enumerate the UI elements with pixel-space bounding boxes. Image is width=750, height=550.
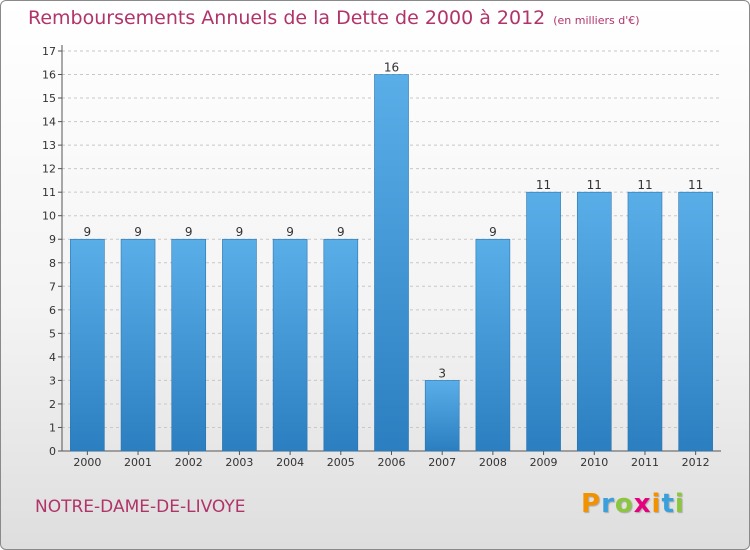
y-tick-label: 6	[49, 304, 56, 317]
logo-letter: r	[601, 489, 615, 519]
x-tick-label: 2010	[580, 456, 608, 469]
x-tick-label: 2003	[225, 456, 253, 469]
bar	[576, 191, 612, 452]
bar-value-label: 11	[587, 178, 602, 192]
unit-note: (en milliers d'€)	[553, 14, 640, 27]
bar-value-label: 9	[236, 225, 244, 239]
bar	[424, 380, 460, 452]
y-tick-label: 9	[49, 233, 56, 246]
x-tick-label: 2002	[175, 456, 203, 469]
bar	[70, 238, 105, 452]
y-tick-label: 12	[42, 163, 56, 176]
bar	[171, 238, 207, 452]
x-tick-label: 2012	[682, 456, 710, 469]
bar-value-label: 11	[637, 178, 652, 192]
proxiti-logo: Proxiti	[581, 489, 685, 519]
bar-value-label: 16	[384, 61, 399, 75]
logo-letter: i	[651, 489, 662, 519]
y-tick-label: 10	[42, 210, 56, 223]
commune-name: NOTRE-DAME-DE-LIVOYE	[35, 497, 246, 517]
x-tick-label: 2007	[428, 456, 456, 469]
y-tick-label: 15	[42, 92, 56, 105]
bar-value-label: 11	[536, 178, 551, 192]
y-tick-label: 7	[49, 280, 56, 293]
bar-value-label: 9	[286, 225, 294, 239]
x-tick-label: 2011	[631, 456, 659, 469]
y-tick-label: 1	[49, 421, 56, 434]
chart-title: Remboursements Annuels de la Dette de 20…	[28, 7, 640, 29]
x-tick-label: 2006	[378, 456, 406, 469]
y-tick-label: 13	[42, 139, 56, 152]
y-tick-label: 16	[42, 69, 56, 82]
y-tick-label: 2	[49, 398, 56, 411]
y-tick-label: 5	[49, 327, 56, 340]
x-tick-label: 2005	[327, 456, 355, 469]
bar	[627, 191, 663, 452]
bars	[70, 74, 713, 452]
bar	[272, 238, 308, 452]
bar	[475, 238, 511, 452]
bar-value-label: 9	[337, 225, 345, 239]
bar-value-label: 9	[134, 225, 142, 239]
logo-letter: t	[661, 489, 675, 519]
bar	[222, 238, 257, 452]
logo-letter: i	[674, 489, 685, 519]
bar-value-label: 9	[185, 225, 193, 239]
bar-value-label: 9	[84, 225, 92, 239]
bar	[678, 191, 713, 452]
x-tick-label: 2009	[530, 456, 558, 469]
bar-value-label: 3	[438, 366, 446, 380]
bar	[323, 238, 359, 452]
logo-letter: x	[633, 489, 652, 519]
bar	[526, 191, 561, 452]
x-tick-label: 2000	[73, 456, 101, 469]
y-tick-label: 14	[42, 116, 56, 129]
y-tick-label: 3	[49, 374, 56, 387]
logo-letter: P	[581, 489, 602, 519]
bar-value-label: 9	[489, 225, 497, 239]
bar	[120, 238, 156, 452]
x-tick-label: 2008	[479, 456, 507, 469]
y-tick-label: 11	[42, 186, 56, 199]
y-tick-label: 0	[49, 445, 56, 458]
bar	[374, 74, 409, 452]
y-tick-label: 4	[49, 351, 56, 364]
bar-value-label: 11	[688, 178, 703, 192]
x-tick-label: 2004	[276, 456, 304, 469]
y-tick-label: 17	[42, 45, 56, 58]
y-tick-label: 8	[49, 257, 56, 270]
labels: 0123456789101112131415161792000920019200…	[42, 45, 710, 469]
x-tick-label: 2001	[124, 456, 152, 469]
logo-letter: o	[614, 489, 634, 519]
chart-title-text: Remboursements Annuels de la Dette de 20…	[28, 7, 546, 29]
